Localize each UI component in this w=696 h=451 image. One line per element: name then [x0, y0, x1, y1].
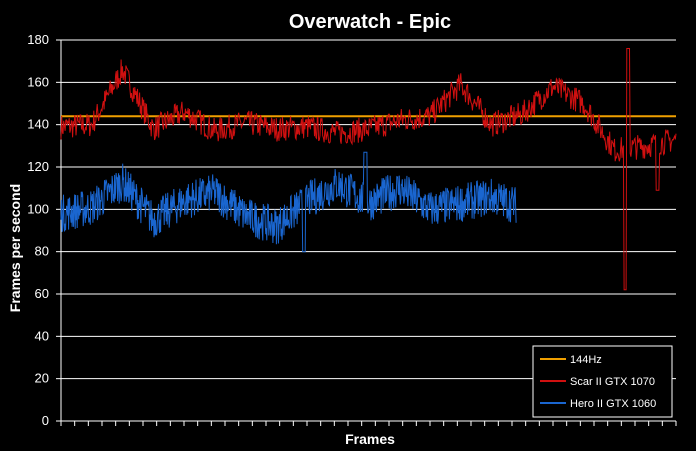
chart-title: Overwatch - Epic [289, 11, 451, 33]
y-tick-label: 140 [27, 117, 49, 132]
legend-label: Hero II GTX 1060 [570, 398, 656, 410]
legend-label: Scar II GTX 1070 [570, 376, 655, 388]
plot-area: 0 20 40 60 80 100 120 140 160 180 [27, 32, 677, 428]
y-tick-label: 80 [35, 244, 49, 259]
y-axis-label: Frames per second [7, 184, 23, 312]
y-tick-label: 120 [27, 159, 49, 174]
y-tick-label: 20 [35, 371, 49, 386]
y-tick-label: 100 [27, 201, 49, 216]
y-tick-label: 40 [35, 328, 49, 343]
x-axis-label: Frames [345, 431, 395, 447]
y-tick-label: 60 [35, 286, 49, 301]
y-tick-label: 180 [27, 32, 49, 47]
series-line-hero-ii-gtx-1060 [60, 151, 517, 253]
y-tick-label: 0 [42, 413, 49, 428]
y-tick-label: 160 [27, 74, 49, 89]
series-line-scar-ii-gtx-1070 [60, 48, 677, 291]
legend-label: 144Hz [570, 354, 602, 366]
legend: 144Hz Scar II GTX 1070 Hero II GTX 1060 [532, 345, 673, 418]
